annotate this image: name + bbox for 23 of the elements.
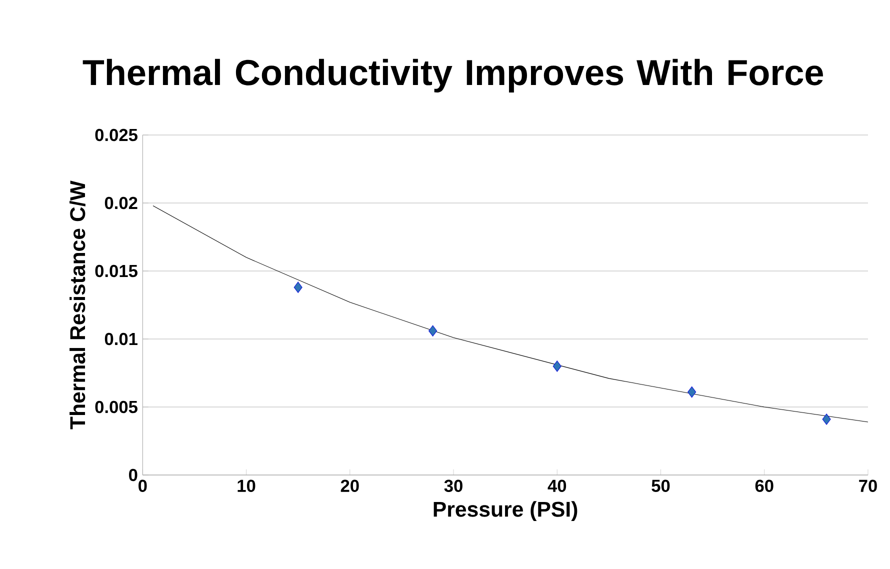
x-tick-label: 40 (548, 480, 566, 492)
x-tick-label: 20 (340, 480, 359, 492)
y-tick-label: 0 (129, 468, 138, 482)
x-tick-label: 0 (138, 480, 147, 492)
chart-title: Thermal Conductivity Improves With Force (82, 58, 823, 92)
x-tick-label: 50 (652, 480, 670, 492)
x-tick-label: 70 (859, 480, 877, 492)
y-tick-label: 0.025 (95, 128, 138, 142)
y-tick-label: 0.015 (95, 264, 138, 278)
y-tick-label: 0.01 (104, 332, 138, 346)
point (428, 325, 438, 336)
point (552, 360, 562, 372)
y-axis-title: Thermal Resistance C/W (70, 180, 86, 430)
y-tick-label: 0.02 (104, 196, 138, 210)
x-tick-label: 10 (238, 480, 256, 492)
x-tick-label: 30 (444, 480, 462, 492)
point (822, 414, 831, 425)
x-tick-label: 60 (755, 480, 774, 492)
point (688, 386, 696, 398)
y-tick-label: 0.005 (95, 400, 138, 414)
line-series (152, 205, 868, 422)
point (294, 282, 302, 293)
x-axis-title: Pressure (PSI) (434, 501, 578, 522)
